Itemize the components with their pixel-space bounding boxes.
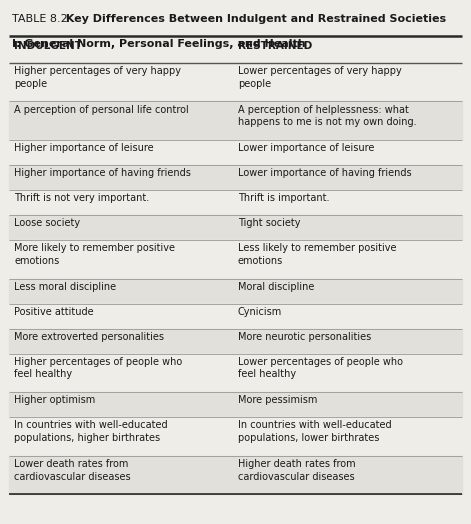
Text: Lower percentages of people who
feel healthy: Lower percentages of people who feel hea… xyxy=(238,357,403,379)
Text: Tight society: Tight society xyxy=(238,218,300,228)
Text: Lower percentages of very happy
people: Lower percentages of very happy people xyxy=(238,66,402,89)
Text: In countries with well-educated
populations, higher birthrates: In countries with well-educated populati… xyxy=(14,420,168,443)
Text: Moral discipline: Moral discipline xyxy=(238,282,314,292)
Bar xyxy=(9,417,462,455)
Text: A perception of personal life control: A perception of personal life control xyxy=(14,105,189,115)
Bar xyxy=(9,36,462,63)
Text: Higher importance of leisure: Higher importance of leisure xyxy=(14,143,154,153)
Bar xyxy=(9,215,462,240)
Text: Higher optimism: Higher optimism xyxy=(14,395,96,405)
Text: Positive attitude: Positive attitude xyxy=(14,307,94,316)
Text: RESTRAINED: RESTRAINED xyxy=(238,41,312,51)
Text: Higher death rates from
cardiovascular diseases: Higher death rates from cardiovascular d… xyxy=(238,458,356,482)
Text: Cynicism: Cynicism xyxy=(238,307,282,316)
Text: More likely to remember positive
emotions: More likely to remember positive emotion… xyxy=(14,243,175,266)
Text: Less moral discipline: Less moral discipline xyxy=(14,282,116,292)
Text: Lower importance of having friends: Lower importance of having friends xyxy=(238,168,412,178)
Bar xyxy=(9,303,462,329)
Bar xyxy=(9,240,462,279)
Bar xyxy=(9,329,462,354)
Text: Thrift is not very important.: Thrift is not very important. xyxy=(14,193,149,203)
Text: Higher importance of having friends: Higher importance of having friends xyxy=(14,168,191,178)
Text: In countries with well-educated
populations, lower birthrates: In countries with well-educated populati… xyxy=(238,420,391,443)
Text: Thrift is important.: Thrift is important. xyxy=(238,193,329,203)
Bar xyxy=(0,8,471,63)
Bar xyxy=(9,190,462,215)
Text: TABLE 8.2: TABLE 8.2 xyxy=(12,14,67,24)
Text: Lower death rates from
cardiovascular diseases: Lower death rates from cardiovascular di… xyxy=(14,458,131,482)
Bar xyxy=(9,455,462,494)
Text: Loose society: Loose society xyxy=(14,218,80,228)
Bar xyxy=(9,102,462,140)
Text: INDULGENT: INDULGENT xyxy=(14,41,82,51)
Bar xyxy=(9,165,462,190)
Bar xyxy=(9,279,462,303)
Bar xyxy=(9,140,462,165)
Text: Key Differences Between Indulgent and Restrained Societies: Key Differences Between Indulgent and Re… xyxy=(62,14,447,24)
Bar xyxy=(9,63,462,102)
Text: More neurotic personalities: More neurotic personalities xyxy=(238,332,371,342)
Text: More extroverted personalities: More extroverted personalities xyxy=(14,332,164,342)
Text: A perception of helplessness: what
happens to me is not my own doing.: A perception of helplessness: what happe… xyxy=(238,105,416,127)
Text: More pessimism: More pessimism xyxy=(238,395,317,405)
Text: I: General Norm, Personal Feelings, and Health: I: General Norm, Personal Feelings, and … xyxy=(12,39,305,49)
Text: Less likely to remember positive
emotions: Less likely to remember positive emotion… xyxy=(238,243,397,266)
Bar xyxy=(9,354,462,392)
Text: Higher percentages of people who
feel healthy: Higher percentages of people who feel he… xyxy=(14,357,182,379)
Bar xyxy=(9,392,462,417)
Text: Higher percentages of very happy
people: Higher percentages of very happy people xyxy=(14,66,181,89)
Text: Lower importance of leisure: Lower importance of leisure xyxy=(238,143,374,153)
